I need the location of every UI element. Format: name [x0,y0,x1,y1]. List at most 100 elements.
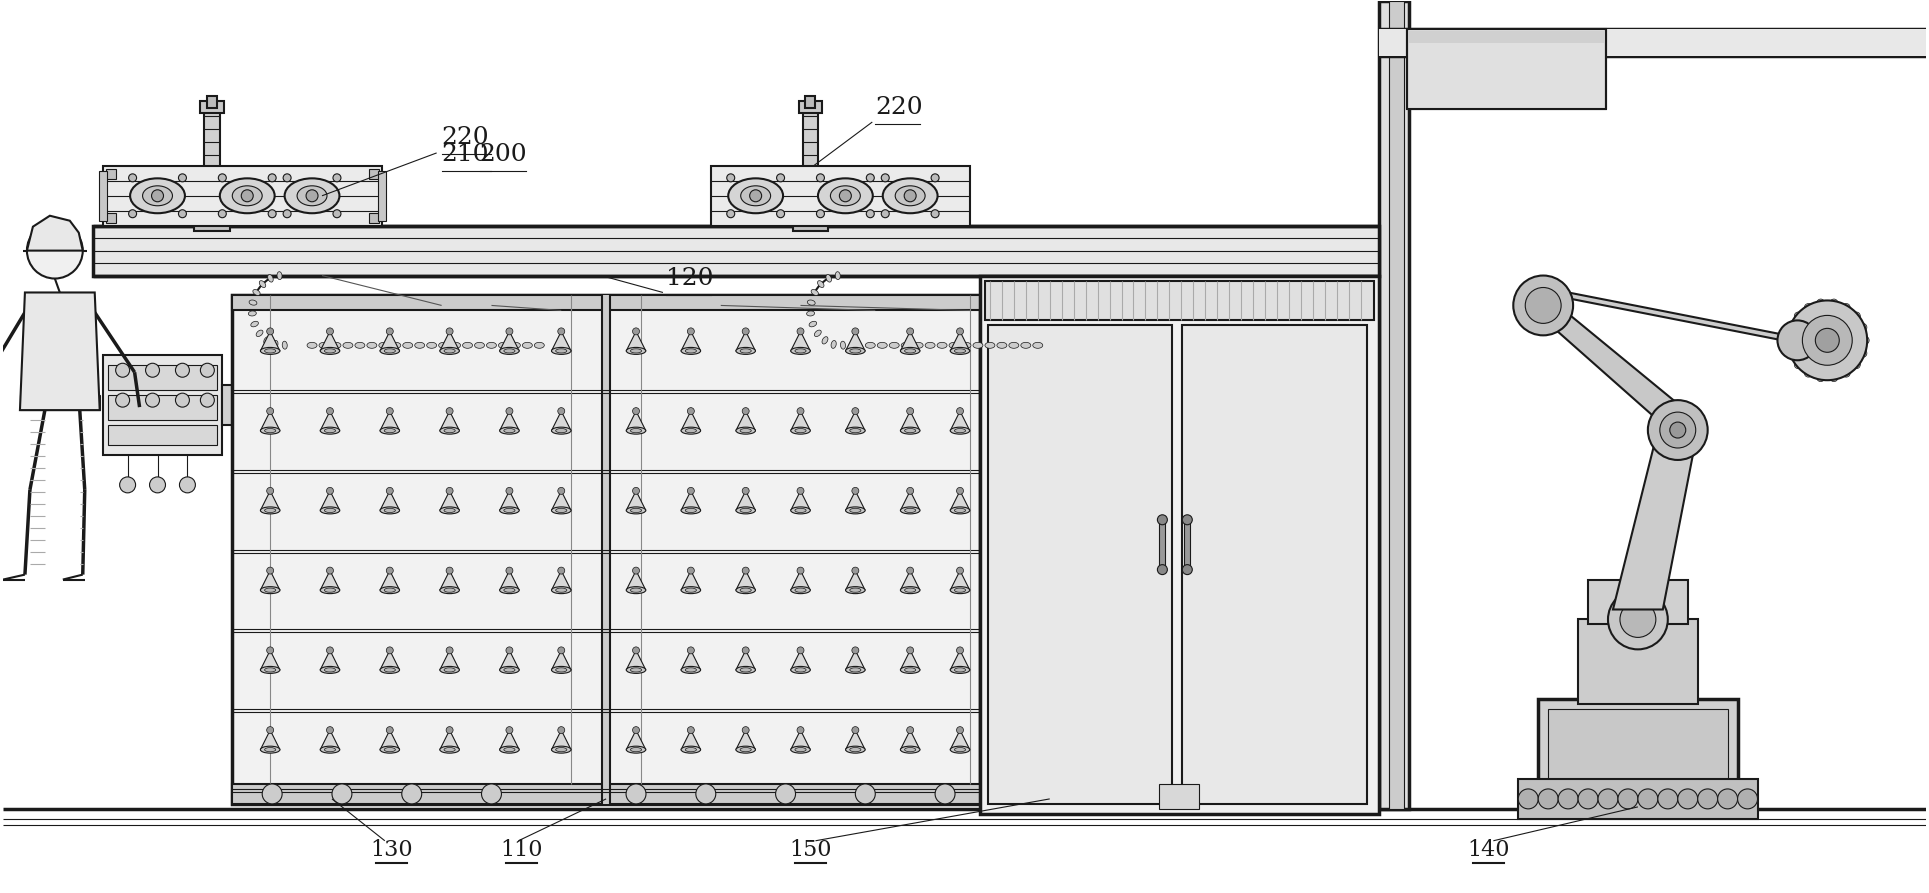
Ellipse shape [440,747,459,753]
Bar [108,365,218,390]
Circle shape [446,328,453,335]
Ellipse shape [972,342,984,348]
Ellipse shape [627,427,646,434]
Polygon shape [320,411,340,430]
Ellipse shape [741,349,750,353]
Circle shape [266,727,274,734]
Ellipse shape [440,427,459,434]
Polygon shape [951,650,970,670]
Circle shape [816,174,824,182]
Circle shape [557,567,565,574]
Ellipse shape [258,280,266,288]
Polygon shape [951,571,970,590]
Circle shape [797,488,804,495]
Polygon shape [901,331,920,351]
Polygon shape [440,730,459,749]
Circle shape [1649,420,1655,426]
Circle shape [1804,304,1813,312]
Ellipse shape [735,747,756,753]
Ellipse shape [795,747,806,752]
Ellipse shape [741,588,750,592]
Polygon shape [260,650,280,670]
Circle shape [557,647,565,654]
Ellipse shape [500,587,519,594]
Ellipse shape [324,349,336,353]
Circle shape [797,567,804,574]
Bar [1379,2,1408,809]
Circle shape [866,174,874,182]
Bar [106,213,116,222]
Circle shape [627,784,646,804]
Polygon shape [681,571,700,590]
Ellipse shape [552,427,571,434]
Circle shape [957,407,963,414]
Polygon shape [320,491,340,511]
Circle shape [58,255,68,263]
Bar [799,101,822,113]
Circle shape [1698,789,1717,809]
Circle shape [1157,514,1167,525]
Circle shape [386,407,394,414]
Circle shape [743,407,748,414]
Ellipse shape [475,342,484,348]
Ellipse shape [795,668,806,672]
Ellipse shape [889,342,899,348]
Circle shape [266,647,274,654]
Ellipse shape [795,588,806,592]
Bar [195,221,230,230]
Ellipse shape [681,587,700,594]
Polygon shape [500,331,519,351]
Ellipse shape [681,507,700,513]
Ellipse shape [851,349,860,353]
Ellipse shape [912,342,924,348]
Circle shape [1860,323,1867,331]
Circle shape [1578,789,1597,809]
Circle shape [1647,400,1707,460]
Ellipse shape [297,186,328,205]
Circle shape [797,328,804,335]
Polygon shape [681,411,700,430]
Ellipse shape [845,666,864,673]
Polygon shape [552,730,571,749]
Bar [378,171,386,221]
Ellipse shape [735,666,756,673]
Ellipse shape [415,342,424,348]
Circle shape [145,363,160,377]
Circle shape [218,210,226,218]
Circle shape [1597,789,1618,809]
Polygon shape [440,331,459,351]
Polygon shape [260,730,280,749]
Circle shape [932,174,939,182]
Ellipse shape [735,507,756,513]
Circle shape [743,567,748,574]
Ellipse shape [741,668,750,672]
Polygon shape [901,730,920,749]
Polygon shape [845,650,864,670]
Circle shape [150,477,166,493]
Polygon shape [901,491,920,511]
Circle shape [687,727,694,734]
Polygon shape [735,650,756,670]
Ellipse shape [681,347,700,355]
Ellipse shape [220,179,274,213]
Ellipse shape [627,747,646,753]
Circle shape [446,488,453,495]
Bar [19,396,100,410]
Ellipse shape [901,427,920,434]
Ellipse shape [251,321,258,327]
Polygon shape [320,730,340,749]
Circle shape [1698,413,1703,420]
Ellipse shape [901,666,920,673]
Ellipse shape [380,587,399,594]
Circle shape [332,784,351,804]
Ellipse shape [851,588,860,592]
Ellipse shape [444,668,455,672]
Circle shape [482,784,502,804]
Bar [1159,784,1200,809]
Text: 210: 210 [442,143,490,166]
Bar [98,171,106,221]
Circle shape [1512,276,1574,336]
Polygon shape [901,571,920,590]
Circle shape [687,328,694,335]
Circle shape [743,488,748,495]
